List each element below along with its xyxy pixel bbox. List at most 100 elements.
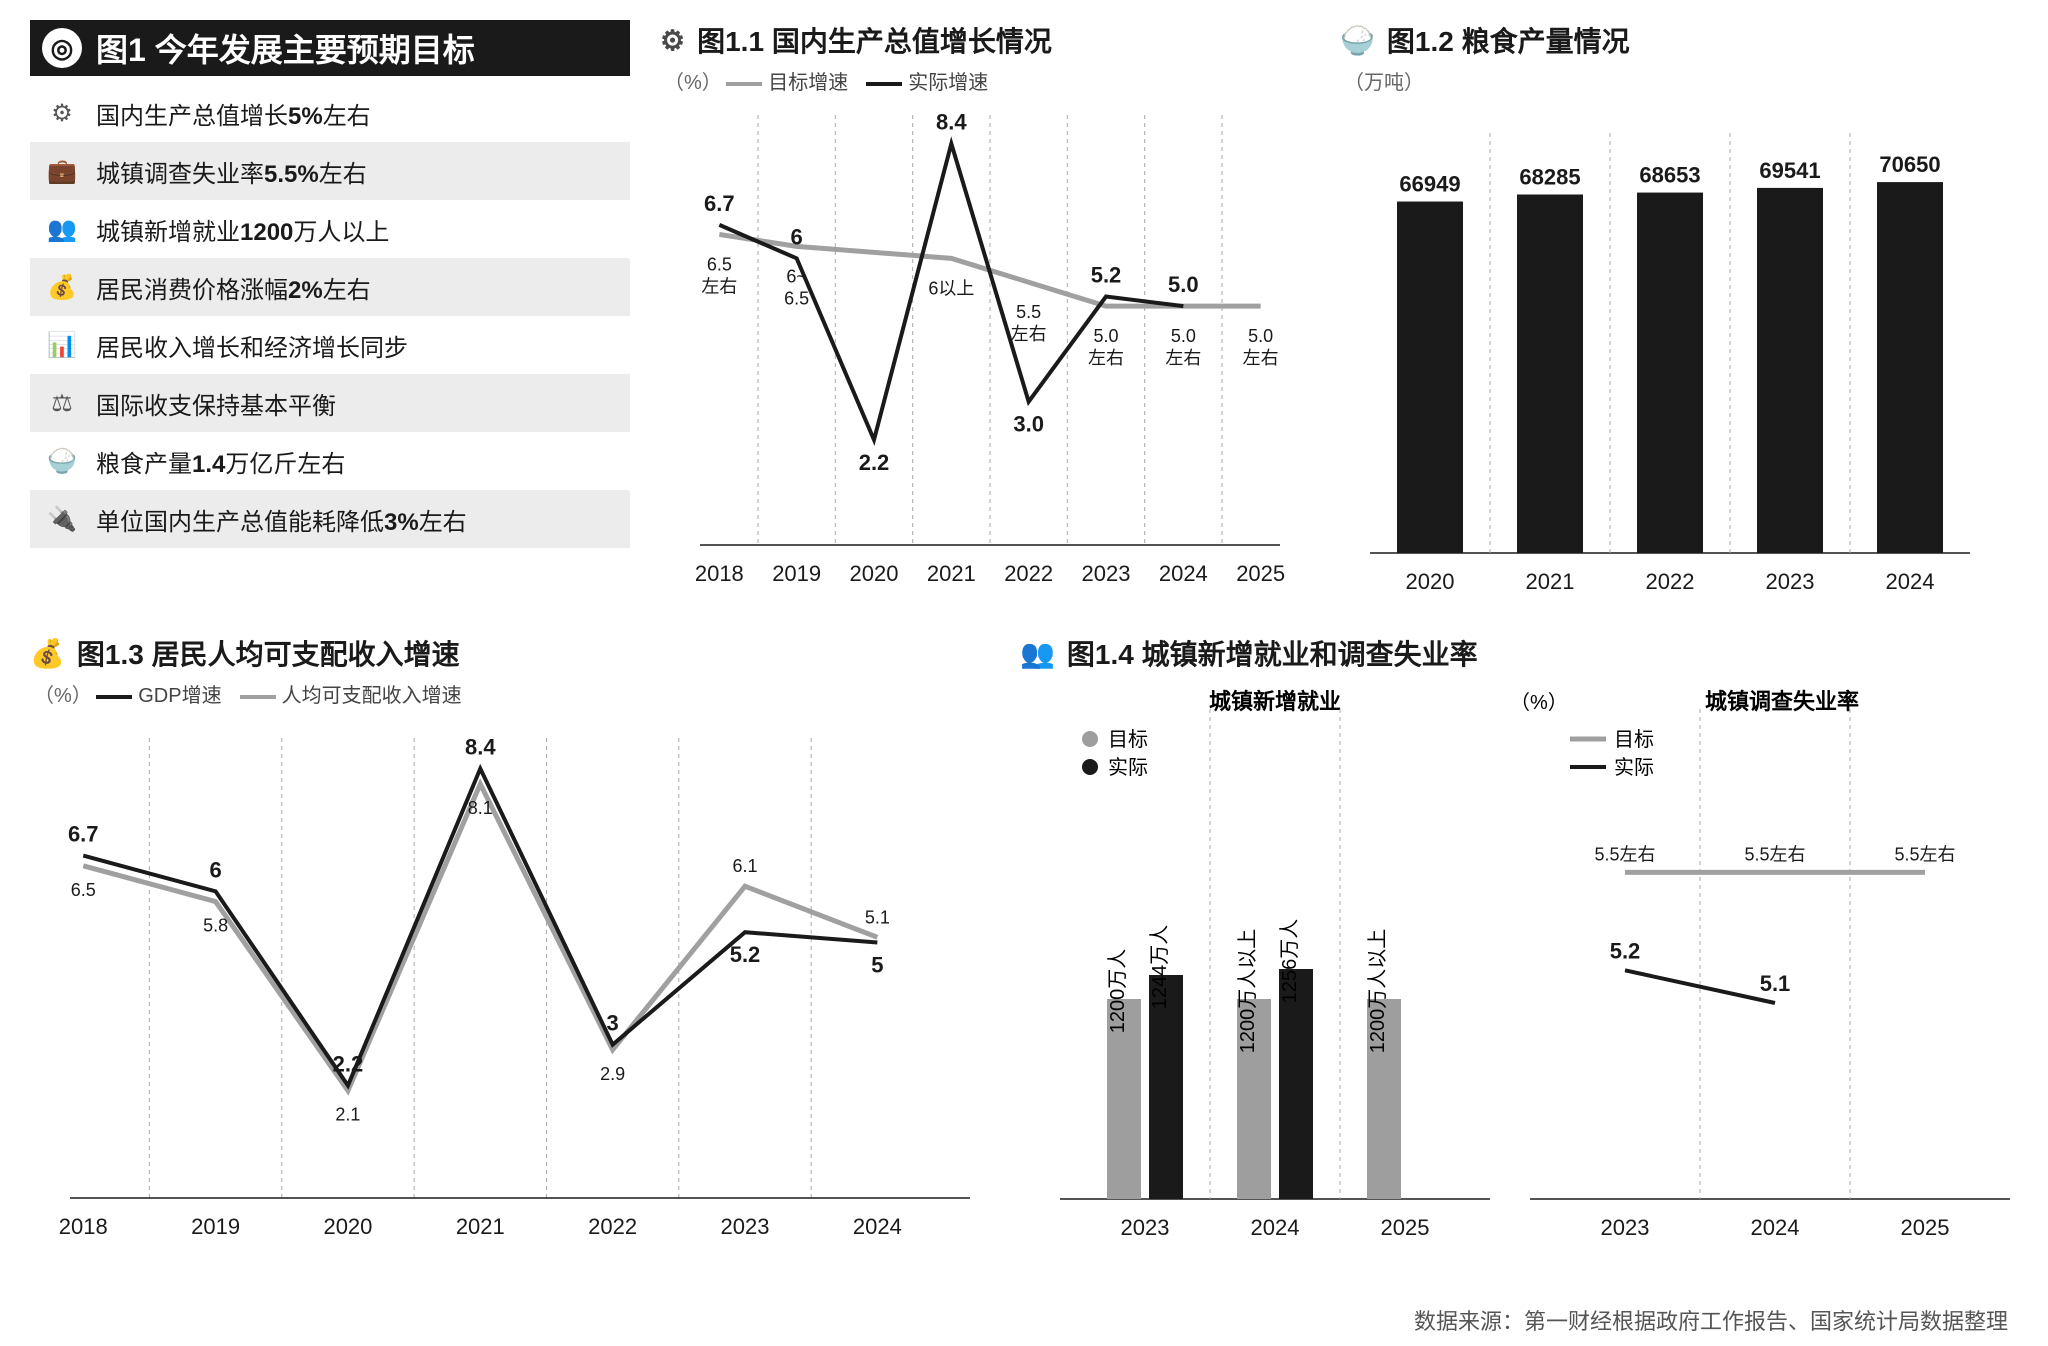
svg-text:1200万人: 1200万人 [1106,949,1129,1034]
target-item-text: 国际收支保持基本平衡 [96,386,336,421]
svg-text:2024: 2024 [1159,561,1208,586]
svg-text:2019: 2019 [191,1214,240,1239]
svg-text:2.2: 2.2 [333,1052,364,1077]
svg-text:5.5左右: 5.5左右 [1894,844,1955,864]
svg-text:5.1: 5.1 [1760,971,1791,996]
gdp-chart: 6.762.28.43.05.25.06.5左右6~6.56以上5.5左右5.0… [660,95,1300,595]
panel-grain: 🍚 图1.2 粮食产量情况 （万吨） 669492020682852021686… [1340,20,1990,603]
svg-text:2025: 2025 [1381,1215,1430,1240]
target-item-icon: 🔌 [42,505,82,534]
target-item: 💼 城镇调查失业率5.5%左右 [30,142,630,200]
main-title: ◎ 图1 今年发展主要预期目标 [30,20,630,76]
target-item: 🔌 单位国内生产总值能耗降低3%左右 [30,490,630,548]
svg-text:6以上: 6以上 [928,278,974,298]
gdp-unit: （%） [664,72,722,94]
svg-text:实际: 实际 [1108,756,1148,779]
target-item-icon: 👥 [42,215,82,244]
svg-text:68285: 68285 [1519,165,1580,190]
svg-text:2021: 2021 [927,561,976,586]
income-chart: 6.762.28.435.256.55.82.18.12.96.15.12018… [30,708,990,1248]
svg-text:6.5: 6.5 [71,880,96,900]
people-icon: 👥 [1020,637,1055,670]
svg-text:2023: 2023 [1601,1215,1650,1240]
target-item-icon: ⚙ [42,99,82,128]
panel-income: 💰 图1.3 居民人均可支配收入增速 （%） GDP增速 人均可支配收入增速 6… [30,633,990,1249]
target-item: 🍚 粮食产量1.4万亿斤左右 [30,432,630,490]
grain-unit: （万吨） [1344,66,1990,95]
svg-text:6: 6 [209,857,221,882]
gdp-title: 图1.1 国内生产总值增长情况 [697,20,1052,60]
target-item-icon: 🍚 [42,447,82,476]
target-list: ⚙ 国内生产总值增长5%左右 💼 城镇调查失业率5.5%左右 👥 城镇新增就业1200万人… [30,84,630,548]
svg-text:6.5: 6.5 [707,254,732,274]
svg-text:1200万人以上: 1200万人以上 [1236,929,1259,1054]
svg-text:66949: 66949 [1399,172,1460,197]
svg-text:2022: 2022 [1004,561,1053,586]
svg-text:2.2: 2.2 [859,450,890,475]
svg-text:2020: 2020 [850,561,899,586]
svg-text:左右: 左右 [1243,348,1279,368]
target-icon: ◎ [42,28,82,68]
target-item-text: 国内生产总值增长5%左右 [96,96,371,131]
gear-icon: ⚙ [660,24,685,57]
target-item: 📊 居民收入增长和经济增长同步 [30,316,630,374]
target-item-text: 居民收入增长和经济增长同步 [96,328,408,363]
svg-text:2018: 2018 [695,561,744,586]
target-item: ⚖国际收支保持基本平衡 [30,374,630,432]
target-item-icon: 💰 [42,273,82,302]
grain-chart: 6694920206828520216865320226954120237065… [1340,103,1990,603]
target-item-text: 居民消费价格涨幅2%左右 [96,270,371,305]
svg-text:（%）: （%） [1510,691,1568,714]
target-item-text: 单位国内生产总值能耗降低3%左右 [96,502,467,537]
svg-text:3.0: 3.0 [1013,412,1044,437]
main-title-text: 图1 今年发展主要预期目标 [96,25,475,71]
target-item-icon: 💼 [42,157,82,186]
svg-text:2023: 2023 [1766,569,1815,594]
svg-text:2024: 2024 [1251,1215,1300,1240]
svg-text:1244万人: 1244万人 [1148,925,1171,1010]
svg-text:2024: 2024 [1886,569,1935,594]
target-item: ⚙ 国内生产总值增长5%左右 [30,84,630,142]
target-item-icon: 📊 [42,331,82,360]
employ-title: 图1.4 城镇新增就业和调查失业率 [1067,633,1478,673]
svg-text:左右: 左右 [1088,348,1124,368]
target-item-text: 城镇调查失业率5.5%左右 [96,154,367,189]
svg-text:2023: 2023 [1082,561,1131,586]
svg-text:5.0: 5.0 [1093,326,1118,346]
svg-text:左右: 左右 [701,276,737,296]
svg-text:2022: 2022 [1646,569,1695,594]
employ-chart: 城镇新增就业目标实际1200万人1244万人20231200万人以上1256万人… [1020,679,2020,1249]
svg-text:6: 6 [791,224,803,249]
svg-text:1256万人: 1256万人 [1278,919,1301,1004]
svg-text:2024: 2024 [853,1214,902,1239]
svg-text:2.9: 2.9 [600,1064,625,1084]
grain-title: 图1.2 粮食产量情况 [1387,20,1630,60]
svg-text:6.7: 6.7 [68,822,99,847]
svg-text:城镇调查失业率: 城镇调查失业率 [1705,689,1859,714]
target-item: 👥 城镇新增就业1200万人以上 [30,200,630,258]
data-source: 数据来源：第一财经根据政府工作报告、国家统计局数据整理 [1414,1304,2008,1336]
svg-text:2021: 2021 [1526,569,1575,594]
svg-text:5.5左右: 5.5左右 [1594,844,1655,864]
income-legend: GDP增速 人均可支配收入增速 [96,679,461,708]
svg-text:2020: 2020 [323,1214,372,1239]
svg-text:70650: 70650 [1879,152,1940,177]
svg-text:5.0: 5.0 [1168,272,1199,297]
target-item-text: 城镇新增就业1200万人以上 [96,212,389,247]
svg-text:2023: 2023 [721,1214,770,1239]
money-icon: 💰 [30,637,65,670]
svg-text:5.1: 5.1 [865,907,890,927]
target-item-text: 粮食产量1.4万亿斤左右 [96,444,345,479]
svg-text:5.8: 5.8 [203,916,228,936]
svg-text:6.5: 6.5 [784,288,809,308]
svg-text:5: 5 [871,952,883,977]
target-item: 💰 居民消费价格涨幅2%左右 [30,258,630,316]
svg-text:2018: 2018 [59,1214,108,1239]
svg-text:6.7: 6.7 [704,191,735,216]
svg-text:2025: 2025 [1901,1215,1950,1240]
panel-targets: ◎ 图1 今年发展主要预期目标 ⚙ 国内生产总值增长5%左右 💼 城镇调查失业率5.5… [30,20,630,603]
panel-employment: 👥 图1.4 城镇新增就业和调查失业率 城镇新增就业目标实际1200万人1244… [1020,633,2020,1249]
svg-text:2020: 2020 [1406,569,1455,594]
svg-text:6~: 6~ [786,266,807,286]
income-unit: （%） [34,685,92,707]
